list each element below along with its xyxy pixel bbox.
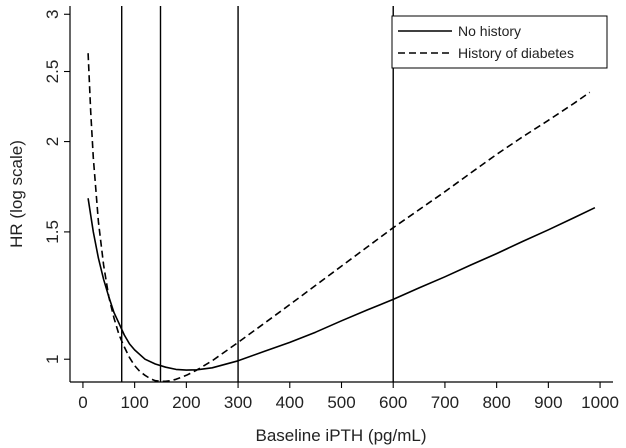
y-tick-label-1: 1 [43, 354, 62, 363]
x-axis-title: Baseline iPTH (pg/mL) [255, 426, 426, 445]
y-tick-label-2: 2 [43, 137, 62, 146]
reference-lines [121, 6, 394, 382]
x-tick-label-100: 100 [120, 393, 148, 412]
y-axis-title: HR (log scale) [7, 140, 26, 248]
legend: No history History of diabetes [391, 15, 608, 69]
y-tick-label-2.5: 2.5 [43, 60, 62, 84]
x-tick-label-200: 200 [172, 393, 200, 412]
series-line-no-history [87, 198, 596, 371]
legend-label-no-history: No history [458, 23, 521, 39]
y-ticks: 1 1.5 2 2.5 3 [43, 10, 70, 364]
x-tick-label-400: 400 [276, 393, 304, 412]
legend-box [391, 15, 608, 69]
x-tick-label-0: 0 [78, 393, 87, 412]
y-tick-label-1.5: 1.5 [43, 220, 62, 244]
x-tick-label-800: 800 [482, 393, 510, 412]
series-lines [87, 53, 596, 383]
x-ticks: 0 100 200 300 400 500 600 700 800 900 1000 [78, 382, 619, 412]
x-tick-label-900: 900 [534, 393, 562, 412]
x-tick-label-1000: 1000 [581, 393, 619, 412]
y-tick-label-3: 3 [43, 10, 62, 19]
x-tick-label-700: 700 [431, 393, 459, 412]
x-tick-label-300: 300 [224, 393, 252, 412]
x-tick-label-600: 600 [379, 393, 407, 412]
legend-label-history-of-diabetes: History of diabetes [458, 45, 574, 61]
x-tick-label-500: 500 [327, 393, 355, 412]
series-line-history-of-diabetes [87, 53, 591, 383]
